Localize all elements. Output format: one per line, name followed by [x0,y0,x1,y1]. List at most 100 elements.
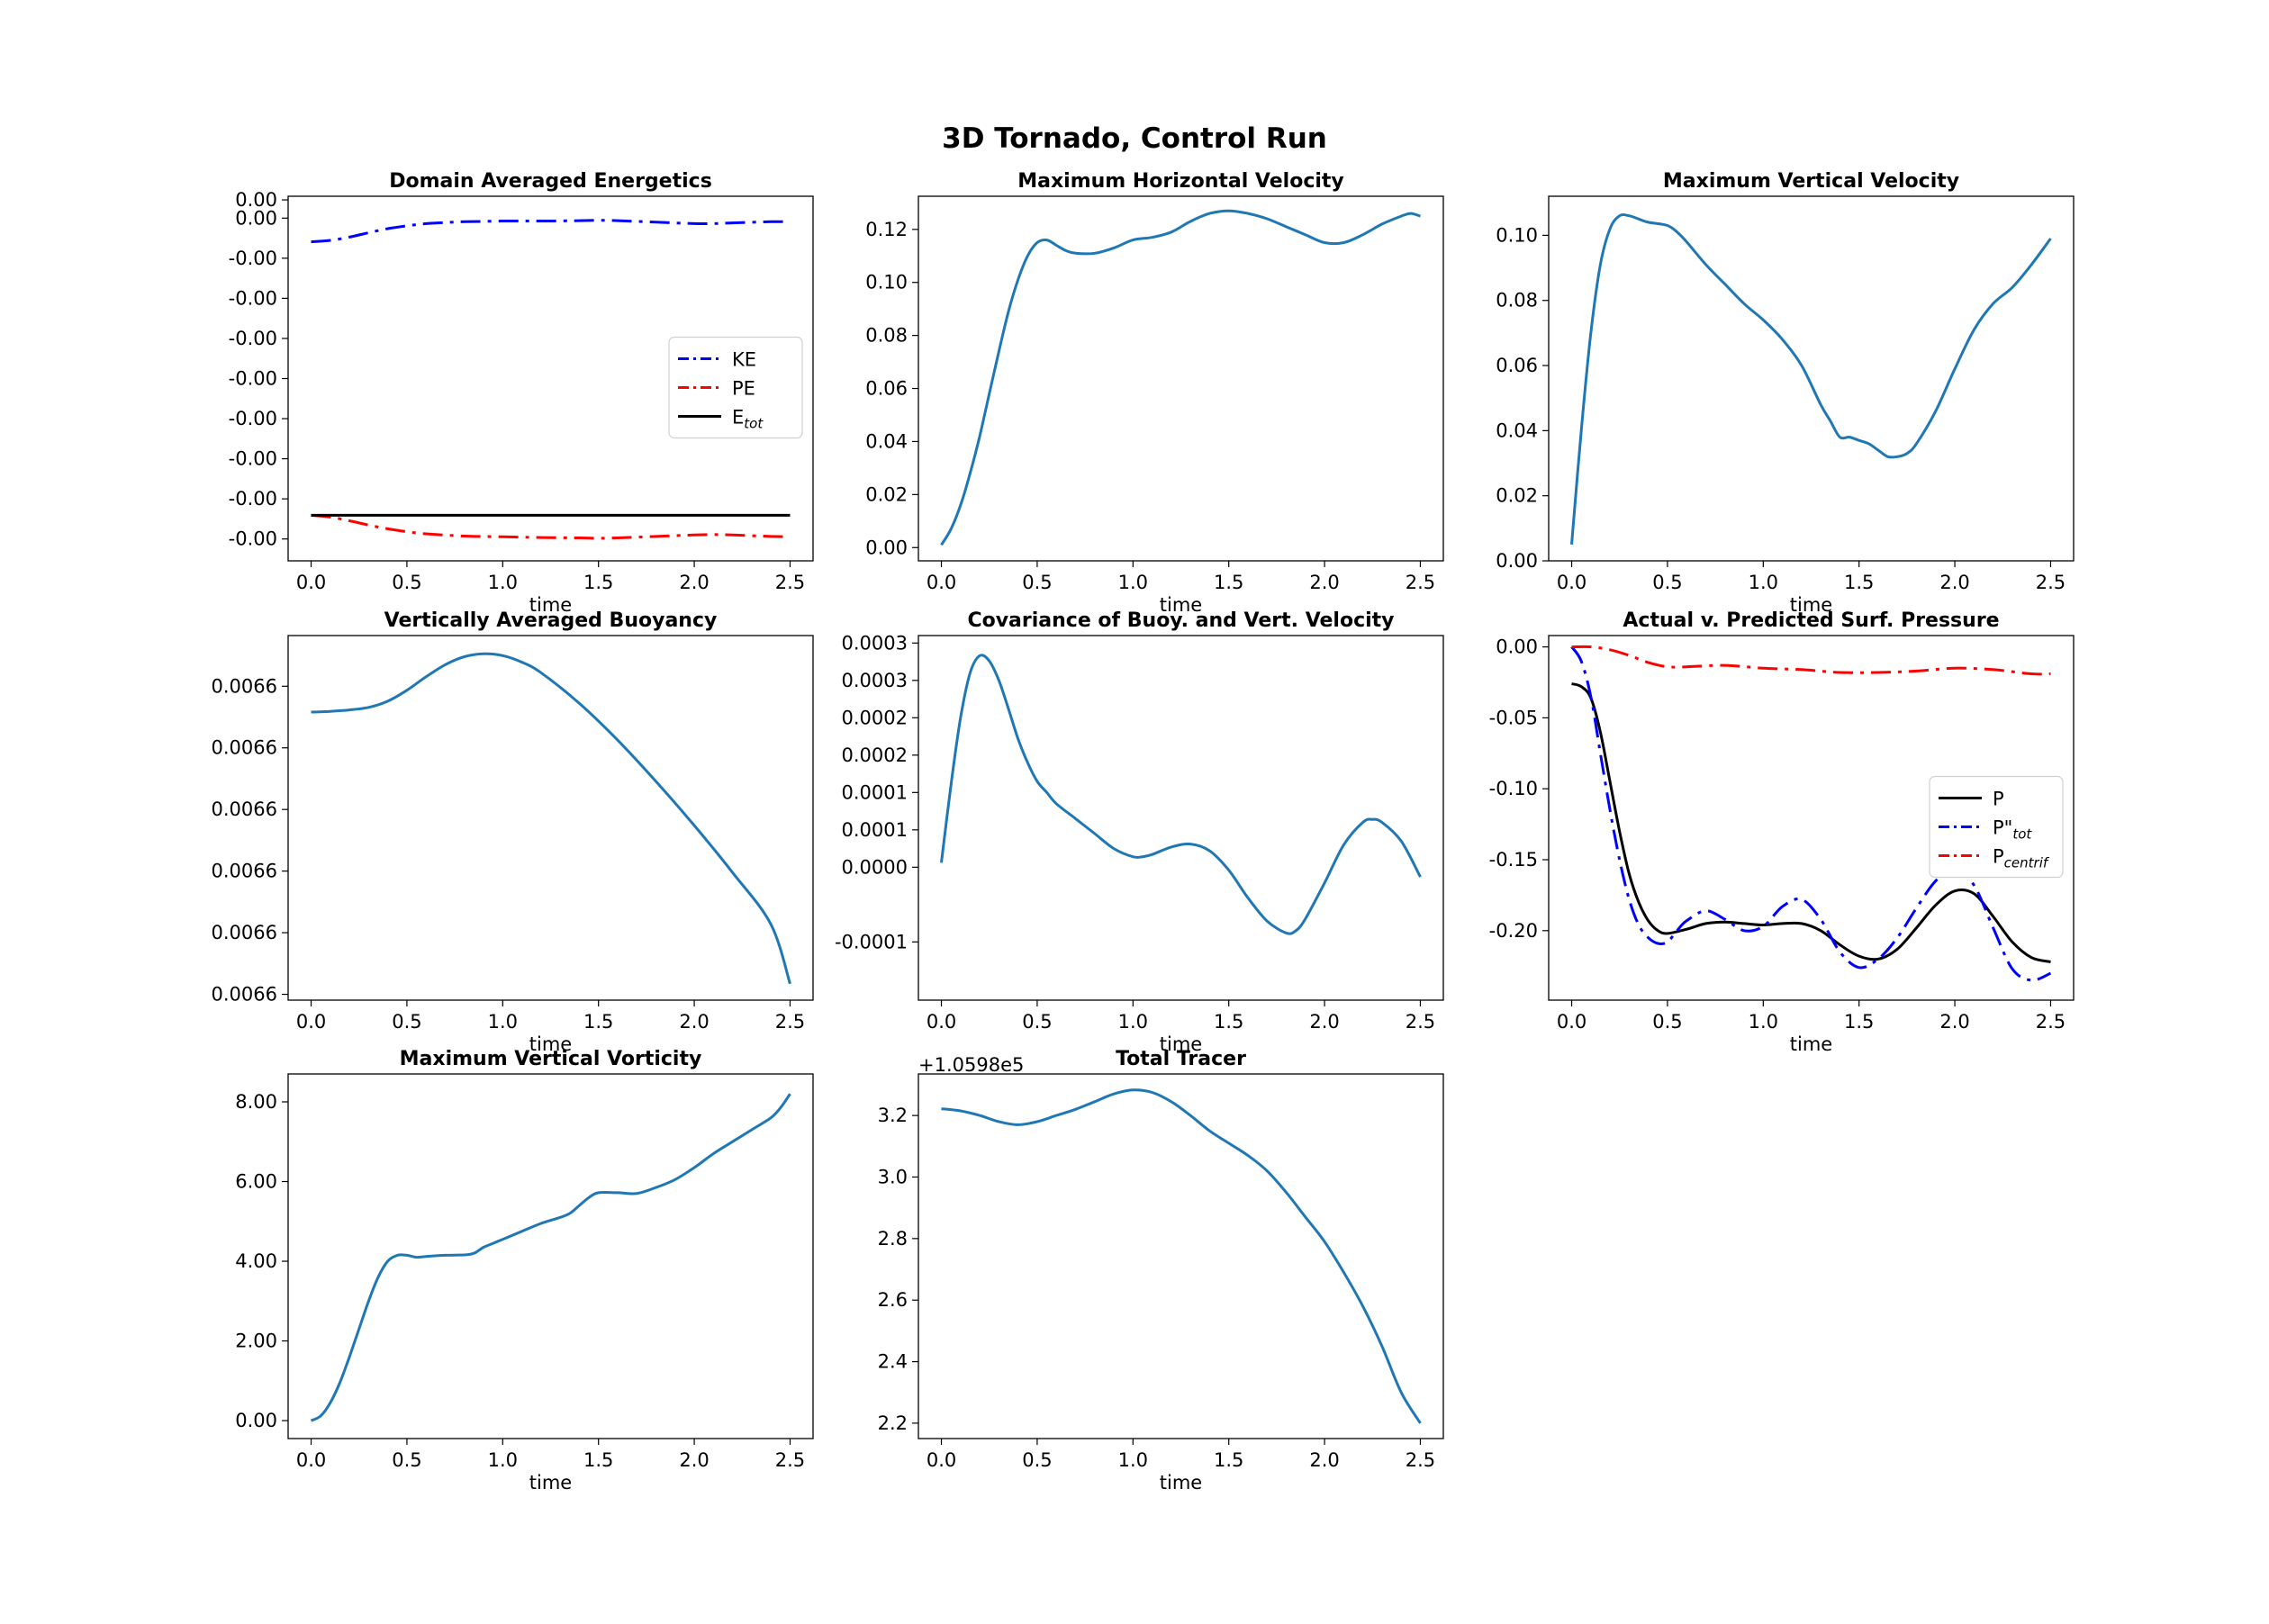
x-tick-label: 2.5 [2036,572,2066,593]
y-tick-label: 0.08 [1496,290,1538,311]
legend-label: Etot [732,407,764,432]
x-tick-label: 1.5 [1844,572,1874,593]
x-tick-label: 2.0 [679,1011,709,1033]
y-tick-label: -0.0001 [835,931,908,952]
x-tick-label: 1.5 [583,572,613,593]
y-tick-label: 0.0001 [842,819,908,841]
subplot-7: Maximum Vertical Vorticity 0.0 0.5 1.0 1.5 2.… [235,1048,814,1493]
subplot-3: Maximum Vertical Velocity 0.0 0.5 1.0 1.5 2.0… [1496,170,2075,616]
x-tick-label: 2.0 [1939,1011,1969,1033]
plot-frame [1548,635,2075,1001]
x-tick-label: 0.0 [927,572,956,593]
subplot-8: Total Tracer 0.0 0.5 1.0 1.5 2.0 2.5 2.2 2.4 2.6 2… [878,1048,1444,1493]
legend-label: KE [732,349,756,371]
subplot-1: Domain Averaged Energetics 0.0 0.5 1.0 1.5 2.… [229,170,814,616]
legend-label: PE [732,378,755,400]
x-tick-label: 2.0 [1309,1449,1339,1471]
x-tick-label: 1.5 [583,1011,613,1033]
y-tick-label: -0.00 [229,488,277,510]
x-tick-label: 2.5 [2036,1011,2066,1033]
series-line-p [1571,682,2051,963]
y-tick-label: -0.15 [1489,849,1538,871]
x-tick-label: 2.0 [1309,1011,1339,1033]
y-tick-label: 0.0003 [842,632,908,654]
x-tick-label: 2.5 [1406,1011,1435,1033]
subplot-4: Vertically Averaged Buoyancy 0.0 0.5 1.0 1.5… [212,609,814,1055]
y-tick-label: -0.05 [1489,707,1538,728]
subplot-2: Maximum Horizontal Velocity 0.0 0.5 1.0 1.5 2… [865,170,1444,616]
series-line-1 [1570,212,2052,546]
x-axis-label: time [529,594,572,616]
x-axis-label: time [1790,1033,1832,1055]
x-tick-label: 1.5 [1214,572,1243,593]
plot-frame [287,1073,814,1439]
x-tick-label: 2.5 [775,1011,805,1033]
x-tick-label: 2.5 [1406,1449,1435,1471]
y-tick-label: 0.04 [1496,420,1538,441]
legend-label: Pcentrif [1993,846,2050,871]
y-tick-label: 0.0066 [212,922,277,943]
plot-frame [287,195,814,562]
x-tick-label: 1.5 [1214,1011,1243,1033]
y-tick-label: 3.2 [878,1105,908,1126]
subplot-title: Domain Averaged Energetics [389,170,712,193]
x-tick-label: 1.0 [1749,572,1778,593]
y-tick-label: 2.8 [878,1228,908,1250]
y-tick-label: 0.10 [1496,224,1538,246]
x-tick-label: 0.0 [296,572,326,593]
x-tick-label: 0.0 [927,1449,956,1471]
y-tick-label: 0.0066 [212,861,277,882]
x-axis-label: time [529,1033,572,1055]
x-tick-label: 1.0 [1118,1449,1148,1471]
subplot-title: Covariance of Buoy. and Vert. Velocity [967,609,1394,632]
x-axis-label: time [529,1472,572,1493]
series-line-1 [311,652,791,985]
y-tick-label: 0.0066 [212,984,277,1006]
y-tick-label: 0.00 [235,189,277,211]
y-tick-label: 0.00 [1496,636,1538,658]
y-tick-label: 2.4 [878,1351,908,1373]
subplot-title: Actual v. Predicted Surf. Pressure [1623,609,1999,632]
y-tick-label: -0.10 [1489,778,1538,799]
x-tick-label: 1.5 [1844,1011,1874,1033]
subplot-title: Total Tracer [1116,1048,1246,1070]
plot-frame [918,195,1444,562]
x-tick-label: 2.5 [775,1449,805,1471]
y-tick-label: 0.02 [1496,485,1538,507]
series-line-1 [941,1088,1422,1424]
y-tick-label: -0.00 [229,328,277,349]
y-tick-label: 0.0066 [212,798,277,820]
y-tick-label: 8.00 [235,1091,277,1113]
y-tick-label: 0.12 [865,219,908,240]
x-tick-label: 0.0 [927,1011,956,1033]
figure-title: 3D Tornado, Control Run [942,122,1327,155]
series-line-1 [940,209,1421,546]
subplot-6: Actual v. Predicted Surf. Pressure 0.0 0.5… [1489,609,2075,1055]
x-tick-label: 2.0 [1939,572,1969,593]
plot-frame [287,635,814,1001]
x-tick-label: 0.0 [296,1011,326,1033]
x-tick-label: 1.0 [488,1011,518,1033]
x-tick-label: 1.0 [488,1449,518,1471]
y-tick-label: 0.0003 [842,670,908,691]
legend: P P"tot Pcentrif [1929,775,2064,879]
y-tick-label: 0.00 [235,207,277,229]
subplot-title: Vertically Averaged Buoyancy [384,609,718,632]
subplot-title: Maximum Vertical Velocity [1663,170,1959,193]
y-tick-label: 0.04 [865,430,908,452]
y-tick-label: 6.00 [235,1171,277,1193]
x-tick-label: 1.5 [583,1449,613,1471]
y-tick-label: -0.00 [229,528,277,550]
y-tick-label: -0.00 [229,408,277,429]
x-tick-label: 0.0 [1557,1011,1586,1033]
x-tick-label: 2.0 [679,572,709,593]
x-axis-label: time [1160,1472,1202,1493]
x-tick-label: 0.0 [296,1449,326,1471]
y-tick-label: -0.00 [229,368,277,390]
series-line-ke [311,219,791,244]
x-tick-label: 1.0 [488,572,518,593]
subplot-title: Maximum Vertical Vorticity [400,1048,702,1070]
x-axis-label: time [1790,594,1832,616]
x-axis-label: time [1160,1033,1202,1055]
